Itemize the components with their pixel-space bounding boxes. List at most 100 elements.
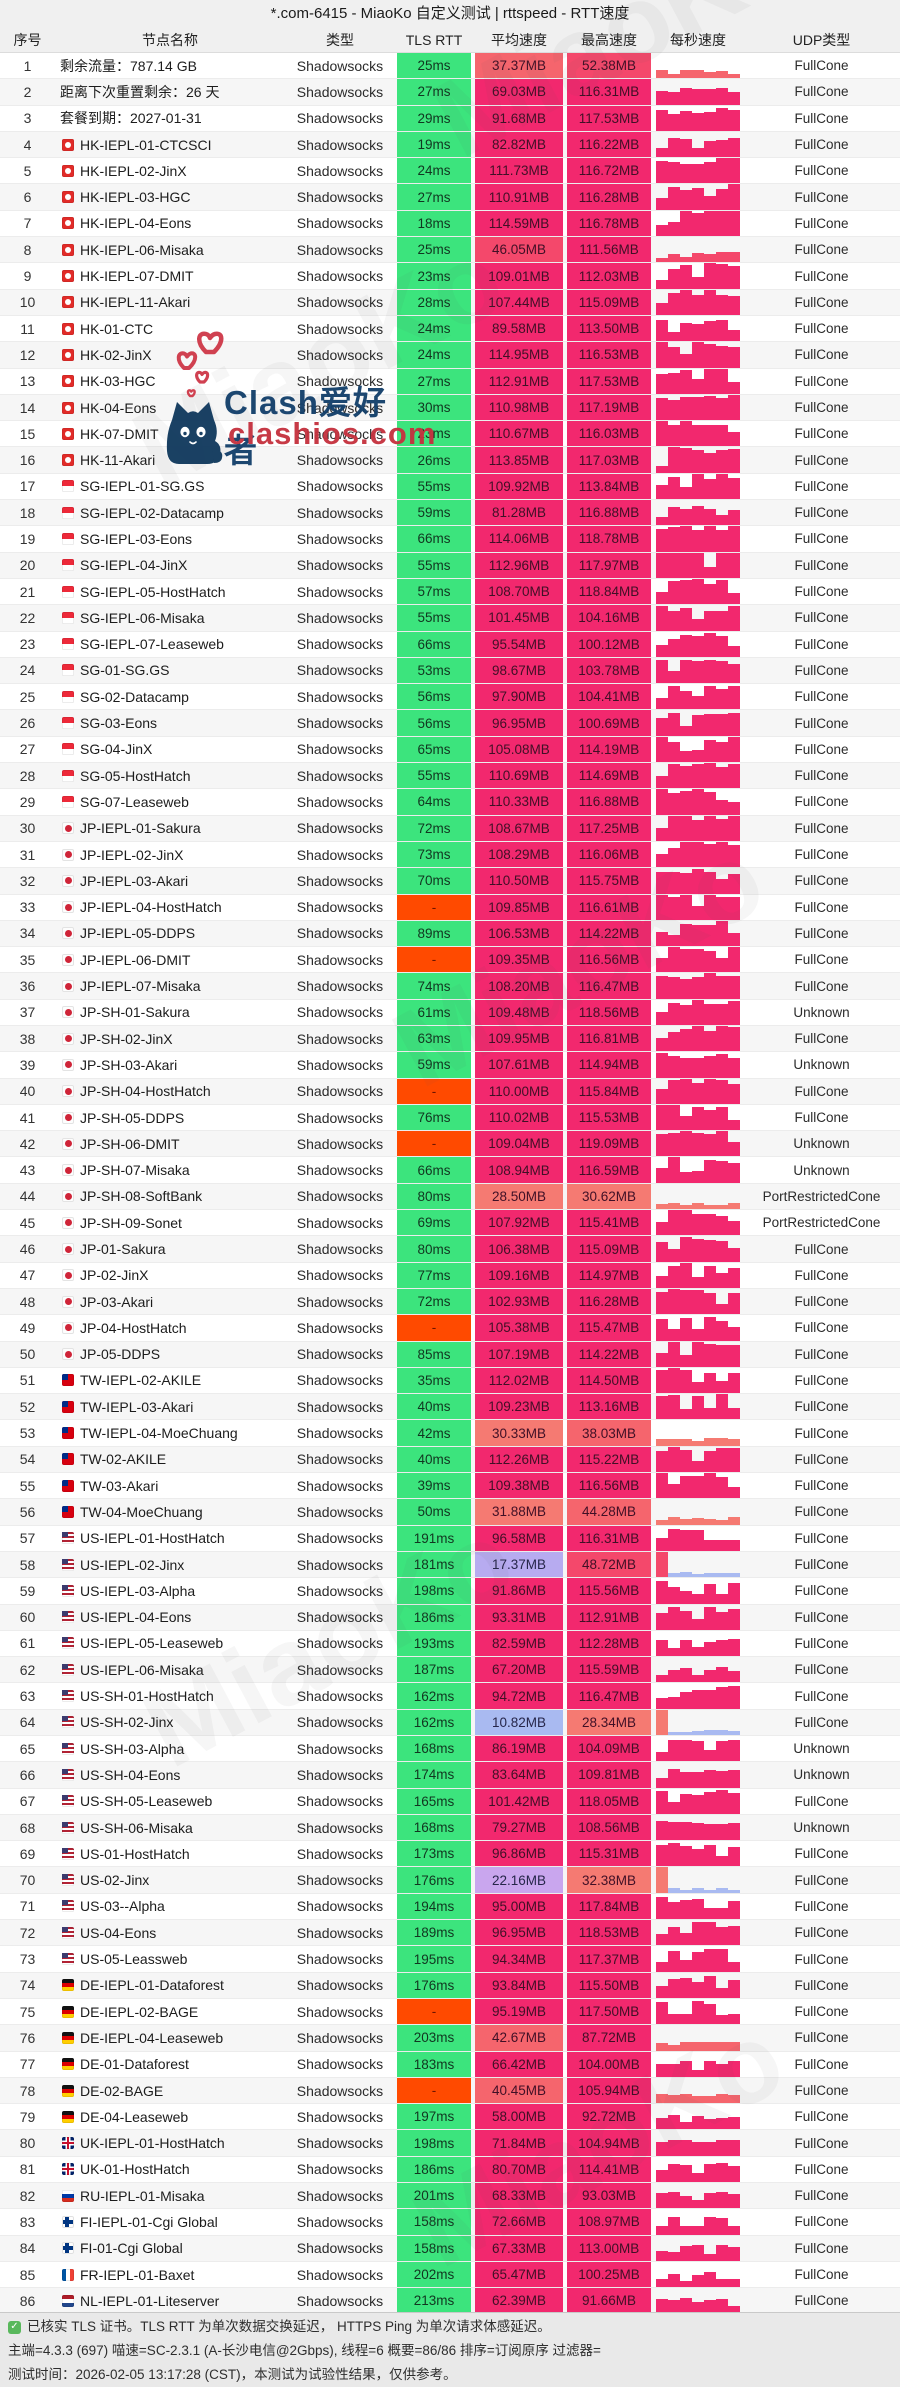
speed-sparkline — [656, 79, 740, 105]
speed-bar — [704, 2004, 716, 2025]
speed-bar — [680, 842, 692, 868]
node-name: UK-01-HostHatch — [80, 2161, 190, 2178]
speed-bar — [692, 1289, 704, 1315]
node-type: Shadowsocks — [296, 110, 384, 127]
flag-de-icon — [62, 2005, 74, 2018]
speed-bar — [656, 1292, 668, 1315]
speed-bar — [692, 1794, 704, 1814]
speed-sparkline — [656, 1104, 740, 1131]
speed-bar — [728, 1961, 740, 1972]
flag-us-icon — [62, 1900, 74, 1913]
speed-sparkline — [656, 763, 740, 789]
node-type: Shadowsocks — [296, 846, 384, 863]
max-speed-cell: 117.03MB — [567, 447, 651, 473]
table-row: 71 US-03--Alpha Shadowsocks 194ms 95.00MB 117… — [0, 1893, 900, 1921]
speed-bar — [680, 1771, 692, 1788]
avg-speed-cell: 113.85MB — [475, 447, 563, 473]
per-second-speed-cell — [653, 1526, 743, 1551]
speed-bar — [692, 2115, 704, 2130]
max-speed-cell: 116.56MB — [567, 947, 651, 973]
speed-bar — [680, 1171, 692, 1183]
node-name: DE-IEPL-02-BAGE — [80, 2003, 199, 2020]
avg-speed-cell: 97.90MB — [475, 684, 563, 710]
speed-bar — [728, 1448, 740, 1473]
node-name: US-03--Alpha — [80, 1898, 165, 1915]
speed-bar — [680, 751, 692, 763]
speed-bar — [668, 1446, 680, 1473]
row-index: 29 — [19, 793, 36, 810]
speed-bar — [716, 1855, 728, 1867]
speed-bar — [704, 1214, 716, 1236]
per-second-speed-cell — [653, 1341, 743, 1367]
max-speed-cell: 116.28MB — [567, 184, 651, 210]
speed-bar — [716, 210, 728, 237]
speed-bar — [716, 2299, 728, 2314]
speed-bar — [680, 2094, 692, 2104]
speed-bar — [656, 516, 668, 526]
row-index: 16 — [19, 452, 36, 469]
row-index: 32 — [19, 872, 36, 889]
avg-speed-cell: 110.50MB — [475, 868, 563, 894]
avg-speed-cell: 110.00MB — [475, 1078, 563, 1104]
speed-bar — [704, 2299, 716, 2314]
per-second-speed-cell — [653, 2236, 743, 2261]
speed-bar — [668, 73, 680, 79]
table-row: 63 US-SH-01-HostHatch Shadowsocks 162ms 94.7… — [0, 1683, 900, 1710]
node-name-cell: SG-IEPL-03-Eons — [55, 526, 285, 551]
speed-bar — [680, 2013, 692, 2025]
speed-bar — [668, 1132, 680, 1157]
node-name-cell: HK-IEPL-01-CTCSCI — [55, 132, 285, 157]
speed-bar — [704, 1438, 716, 1446]
node-name-cell: NL-IEPL-01-Liteserver — [55, 2288, 285, 2313]
per-second-speed-cell — [653, 1078, 743, 1104]
speed-bar — [692, 1058, 704, 1078]
speed-bar — [692, 819, 704, 841]
node-type: Shadowsocks — [296, 399, 384, 416]
udp-type: FullCone — [794, 1662, 849, 1678]
node-name: JP-05-DDPS — [80, 1346, 161, 1363]
table-row: 20 SG-IEPL-04-JinX Shadowsocks 55ms 112.96MB… — [0, 552, 900, 579]
per-second-speed-cell — [653, 710, 743, 736]
row-index: 64 — [19, 1714, 36, 1731]
speed-bar — [728, 1058, 740, 1078]
udp-type: Unknown — [793, 1162, 850, 1178]
tls-rtt-cell: 73ms — [397, 841, 471, 868]
avg-speed-cell: 105.08MB — [475, 736, 563, 763]
speed-bar — [692, 1133, 704, 1157]
speed-bar — [716, 1345, 728, 1367]
speed-bar — [704, 685, 716, 710]
flag-hk-icon — [62, 164, 74, 177]
speed-sparkline — [656, 1315, 740, 1341]
flag-de-icon — [62, 2084, 74, 2097]
avg-speed-cell: 82.82MB — [475, 131, 563, 158]
max-speed-cell: 116.28MB — [567, 1288, 651, 1315]
speed-bar — [680, 1476, 692, 1499]
speed-bar — [656, 109, 668, 131]
speed-sparkline — [656, 2209, 740, 2235]
max-speed-cell: 116.59MB — [567, 1157, 651, 1183]
speed-sparkline — [656, 552, 740, 578]
speed-bar — [704, 740, 716, 763]
udp-type: FullCone — [794, 478, 849, 494]
speed-bar — [668, 872, 680, 894]
speed-bar — [656, 1353, 668, 1367]
speed-bar — [704, 140, 716, 158]
speed-bar — [692, 295, 704, 315]
footer-test-time: 测试时间：2026-02-05 13:17:28 (CST)，本测试为试验性结果… — [8, 2367, 457, 2382]
speed-bar — [716, 1520, 728, 1525]
avg-speed-cell: 114.06MB — [475, 526, 563, 552]
max-speed-cell: 112.03MB — [567, 263, 651, 289]
tls-rtt-cell: 23ms — [397, 421, 471, 447]
udp-type: FullCone — [794, 1793, 849, 1809]
speed-sparkline — [656, 605, 740, 631]
udp-type: FullCone — [794, 2267, 849, 2283]
speed-bar — [656, 1709, 668, 1735]
speed-sparkline — [656, 1446, 740, 1473]
speed-bar — [680, 2165, 692, 2183]
max-speed-cell: 108.97MB — [567, 2209, 651, 2235]
node-name: JP-SH-05-DDPS — [80, 1109, 185, 1126]
table-row: 39 JP-SH-03-Akari Shadowsocks 59ms 107.61MB 1… — [0, 1052, 900, 1079]
flag-us-icon — [62, 1953, 74, 1966]
tls-rtt-cell: 198ms — [397, 1578, 471, 1604]
flag-jp-icon — [62, 901, 74, 914]
